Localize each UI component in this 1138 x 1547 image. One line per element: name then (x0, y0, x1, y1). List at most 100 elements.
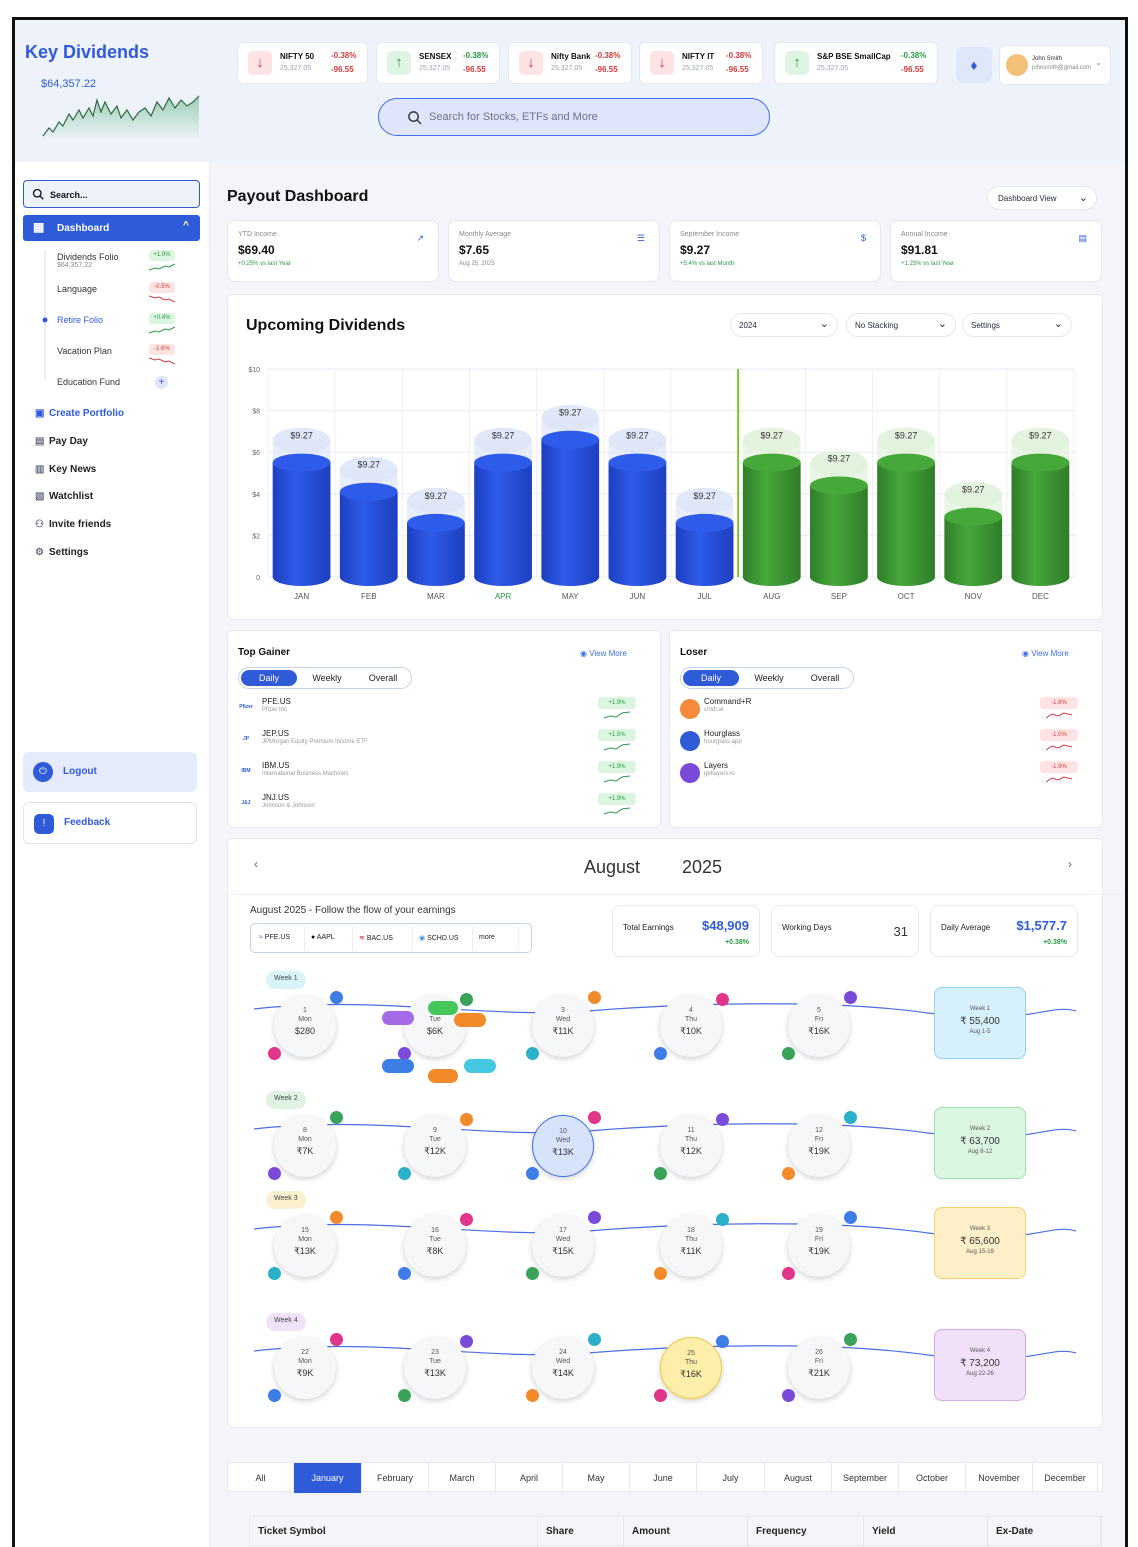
chevron-right-icon[interactable]: › (1068, 857, 1072, 871)
tab-weekly[interactable]: Weekly (754, 673, 784, 683)
tab-june[interactable]: June (630, 1463, 697, 1493)
ticker-chip[interactable]: ● AAPL (305, 926, 353, 950)
dashboard-view-select[interactable]: Dashboard View ⌄ (987, 186, 1097, 210)
tab-all[interactable]: All (228, 1463, 294, 1493)
tab-january[interactable]: January (294, 1463, 362, 1493)
tab-april[interactable]: April (496, 1463, 563, 1493)
add-folio-icon[interactable]: + (155, 376, 168, 389)
ticker-card[interactable]: ↑ S&P BSE SmallCap 25,327.05 -0.38% -96.55 (774, 42, 938, 84)
calendar-day[interactable]: 1 Mon $280 (274, 995, 336, 1057)
tab-weekly[interactable]: Weekly (312, 673, 342, 683)
tab-overall[interactable]: Overall (368, 673, 398, 683)
tab-daily[interactable]: Daily (241, 670, 297, 686)
year-select[interactable]: 2024 (730, 313, 838, 337)
loser-row[interactable]: Command+R cmdr.ai -1.8% (680, 697, 1080, 727)
stat-value: $69.40 (238, 243, 275, 257)
gainer-view-more-link[interactable]: ◉ View More (580, 649, 627, 658)
notification-bell-icon[interactable]: ♦ (956, 47, 992, 83)
calendar-day[interactable]: 4 Thu ₹10K (660, 995, 722, 1057)
tab-november[interactable]: November (966, 1463, 1033, 1493)
gainer-row[interactable]: Pfizer PFE.US Pfizer Inc +1.9% (238, 697, 638, 727)
table-header-cell[interactable]: Yield (864, 1517, 988, 1547)
sidebar-item-settings[interactable]: ⚙ Settings (35, 547, 88, 558)
calendar-day[interactable]: 5 Fri ₹16K (788, 995, 850, 1057)
loser-row[interactable]: Hourglass hourglass.app -1.0% (680, 729, 1080, 759)
sidebar-item-label: Invite friends (49, 519, 112, 531)
sidebar-search-input[interactable]: Search... (23, 180, 200, 208)
month-select[interactable]: August (584, 857, 641, 877)
calendar-day[interactable]: 8 Mon ₹7K (274, 1115, 336, 1177)
sidebar-folio-item[interactable]: Language (57, 284, 97, 294)
table-header-cell[interactable]: Ticket Symbol (250, 1517, 538, 1547)
gainer-row[interactable]: IBM IBM.US International Business Machines… (238, 761, 638, 791)
calendar-day[interactable]: 17 Wed ₹15K (532, 1215, 594, 1277)
calendar-day[interactable]: 9 Tue ₹12K (404, 1115, 466, 1177)
week-total-card[interactable]: Week 1 ₹ 55,400 Aug 1-5 (934, 987, 1026, 1059)
stacking-select[interactable]: No Stacking (846, 313, 956, 337)
tab-october[interactable]: October (899, 1463, 966, 1493)
chevron-left-icon[interactable]: ‹ (254, 857, 258, 871)
calendar-day[interactable]: 10 Wed ₹13K (532, 1115, 594, 1177)
year-select[interactable]: 2025 (682, 857, 723, 877)
sidebar-item-watchlist[interactable]: ▧ Watchlist (35, 491, 93, 502)
table-header-cell[interactable]: Share (538, 1517, 624, 1547)
feedback-button[interactable]: ! Feedback (23, 802, 197, 844)
table-header-cell[interactable]: Ex-Date (988, 1517, 1102, 1547)
tab-december[interactable]: December (1033, 1463, 1098, 1493)
sidebar-item-invite-friends[interactable]: ⚇ Invite friends (35, 519, 111, 530)
week-total-card[interactable]: Week 4 ₹ 73,200 Aug 22-26 (934, 1329, 1026, 1401)
week-total-card[interactable]: Week 2 ₹ 63,700 Aug 8-12 (934, 1107, 1026, 1179)
gainer-row[interactable]: JP JEP.US JPMorgan Equity Premium Income E… (238, 729, 638, 759)
loser-view-more-link[interactable]: ◉ View More (1022, 649, 1069, 658)
loser-row[interactable]: Layers getlayers.io -1.9% (680, 761, 1080, 791)
tab-may[interactable]: May (563, 1463, 630, 1493)
calendar-day[interactable]: 15 Mon ₹13K (274, 1215, 336, 1277)
ticker-chip[interactable]: ◉ SCHD.US (413, 926, 473, 950)
sidebar-folio-item[interactable]: Retire Folio (57, 315, 103, 325)
calendar-day[interactable]: 3 Wed ₹11K (532, 995, 594, 1057)
ticker-chip[interactable]: more (473, 926, 519, 950)
ticker-card[interactable]: ↓ NIFTY IT 25,327.05 -0.38% -96.55 (639, 42, 763, 84)
tab-september[interactable]: September (832, 1463, 899, 1493)
ticker-card[interactable]: ↓ Nifty Bank 25,327.05 -0.38% -96.55 (508, 42, 632, 84)
settings-select[interactable]: Settings (962, 313, 1072, 337)
tab-march[interactable]: March (429, 1463, 496, 1493)
ticker-chip[interactable]: ≈ PFE.US (253, 926, 305, 950)
table-header-cell[interactable]: Amount (624, 1517, 748, 1547)
sidebar-item-pay-day[interactable]: ▤ Pay Day (35, 436, 88, 447)
week-label: Week 2 (266, 1091, 306, 1109)
calendar-day[interactable]: 16 Tue ₹8K (404, 1215, 466, 1277)
sidebar-item-dashboard[interactable]: ▦ Dashboard ^ (23, 215, 200, 241)
tab-july[interactable]: July (697, 1463, 765, 1493)
sidebar-item-key-news[interactable]: ▥ Key News (35, 464, 96, 475)
ticker-card[interactable]: ↑ SENSEX 25,327.05 -0.38% -96.55 (376, 42, 500, 84)
tab-august[interactable]: August (765, 1463, 832, 1493)
calendar-day[interactable]: 24 Wed ₹14K (532, 1337, 594, 1399)
brand-logo[interactable]: Key Dividends (25, 42, 150, 62)
calendar-day[interactable]: 11 Thu ₹12K (660, 1115, 722, 1177)
tab-february[interactable]: February (362, 1463, 429, 1493)
day-number: 24 (559, 1349, 567, 1356)
calendar-day[interactable]: 25 Thu ₹16K (660, 1337, 722, 1399)
calendar-day[interactable]: 22 Mon ₹9K (274, 1337, 336, 1399)
ticker-dot (844, 1333, 857, 1346)
calendar-day[interactable]: 19 Fri ₹19K (788, 1215, 850, 1277)
week-total-card[interactable]: Week 3 ₹ 65,600 Aug 15-19 (934, 1207, 1026, 1279)
sidebar-folio-item[interactable]: Vacation Plan (57, 346, 112, 356)
calendar-day[interactable]: 12 Fri ₹19K (788, 1115, 850, 1177)
global-search-bar[interactable]: Search for Stocks, ETFs and More (378, 98, 770, 136)
gainer-row[interactable]: J&J JNJ.US Johnson & Johnson +1.9% (238, 793, 638, 823)
calendar-day[interactable]: 18 Thu ₹11K (660, 1215, 722, 1277)
calendar-day[interactable]: 26 Fri ₹21K (788, 1337, 850, 1399)
sidebar-folio-item[interactable]: Dividends Folio $64,357.22 (57, 252, 119, 269)
sidebar-item-create-portfolio[interactable]: ▣ Create Portfolio (35, 408, 124, 419)
ticker-card[interactable]: ↓ NIFTY 50 25,327.05 -0.38% -96.55 (237, 42, 368, 84)
tab-overall[interactable]: Overall (810, 673, 840, 683)
user-menu[interactable]: John Smith johnsmith@gmail.com ⌄ (999, 45, 1111, 85)
ticker-chip[interactable]: ≋ BAC.US (353, 926, 413, 950)
table-header-cell[interactable]: Frequency (748, 1517, 864, 1547)
calendar-day[interactable]: 23 Tue ₹13K (404, 1337, 466, 1399)
logout-button[interactable]: ⏻ Logout (23, 752, 197, 792)
tab-daily[interactable]: Daily (683, 670, 739, 686)
sidebar-folio-item[interactable]: Education Fund (57, 377, 120, 387)
